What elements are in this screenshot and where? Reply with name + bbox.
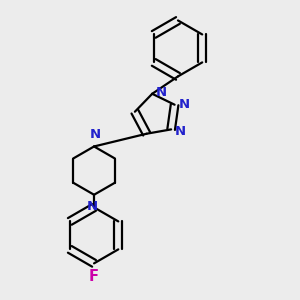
Text: N: N	[179, 98, 190, 111]
Text: F: F	[89, 269, 99, 284]
Text: N: N	[156, 86, 167, 99]
Text: N: N	[90, 128, 101, 141]
Text: N: N	[175, 125, 186, 138]
Text: N: N	[87, 200, 98, 213]
